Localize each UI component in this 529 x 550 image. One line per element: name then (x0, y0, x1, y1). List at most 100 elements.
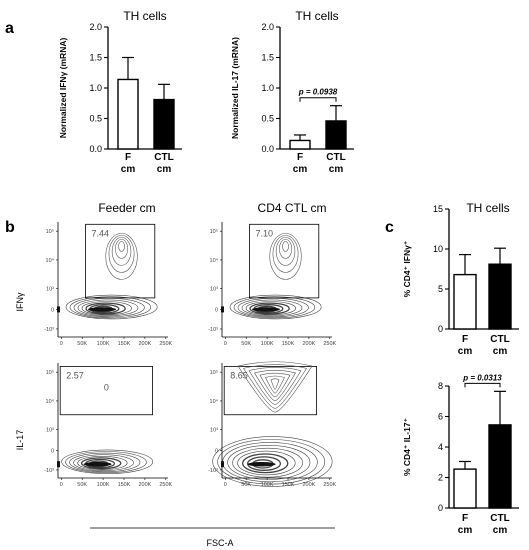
flow-y-tick-label: 10⁵ (210, 369, 218, 376)
positive-contour (115, 239, 129, 259)
flow-x-tick-label: 150K (118, 482, 131, 488)
contour-ring (249, 302, 290, 315)
y-tick-label: 1.5 (261, 53, 274, 63)
gate-box (85, 223, 156, 299)
flow-x-tick-label: 100K (97, 482, 110, 488)
flow-plot: 10⁵ 10⁴ 10³ 0 -10³ 0 50K 100K 150K 200K 250K 8.65 (208, 361, 337, 488)
y-tick-label: 15 (433, 204, 443, 214)
flow-x-tick-label: 50K (241, 341, 251, 347)
flow-y-tick-label: -10³ (208, 468, 218, 474)
panel-letter-b: b (5, 219, 15, 236)
positive-contour (272, 235, 299, 273)
y-tick-label: 6 (438, 412, 443, 422)
contour-ring (241, 453, 289, 474)
flow-x-tick-label: 150K (118, 341, 131, 347)
stray-label: 0 (104, 383, 109, 393)
flow-y-tick-label: 10⁴ (46, 398, 55, 405)
flow-x-tick-label: 100K (261, 482, 274, 488)
contour-ring (232, 447, 303, 478)
flow-x-tick-label: 250K (159, 341, 172, 347)
category-label: F (125, 152, 131, 163)
y-axis-label: % CD4⁺ IFNγ⁺ (402, 241, 412, 298)
flow-x-tick-label: 150K (282, 341, 295, 347)
edge-events (221, 306, 224, 313)
gate-percentage: 7.44 (92, 228, 110, 238)
flow-x-tick-label: 50K (77, 482, 87, 488)
flow-x-tick-label: 0 (60, 482, 63, 488)
significance-bracket (464, 382, 501, 388)
y-tick-label: 0 (438, 503, 443, 513)
category-label: cm (157, 164, 172, 175)
flow-x-tick-label: 100K (261, 341, 274, 347)
category-label: F (462, 334, 468, 345)
chart-title: TH cells (466, 201, 509, 215)
contour-core (83, 462, 112, 467)
gate-box (223, 366, 317, 416)
contour-ring (69, 452, 141, 473)
bar (488, 263, 512, 330)
gate-percentage: 7.10 (256, 228, 274, 238)
contour-ring (237, 450, 296, 476)
flow-y-tick-label: 10⁵ (46, 369, 54, 376)
column-title-ctl: CD4 CTL cm (258, 201, 327, 215)
flow-x-tick-label: 250K (323, 482, 336, 488)
chart-a-il17: TH cells 0.0 0.5 1.0 1.5 2.0 Normalized IL-17 … (230, 9, 354, 175)
y-tick-label: 10 (433, 244, 443, 254)
flow-y-tick-label: 0 (51, 307, 54, 313)
contour-ring (233, 296, 316, 319)
flow-y-tick-label: -10³ (44, 327, 54, 333)
y-tick-label: 0.0 (89, 144, 102, 154)
category-label: CTL (490, 513, 509, 524)
edge-events (57, 461, 60, 468)
flow-y-tick-label: 10⁴ (210, 257, 219, 264)
contour-ring (245, 301, 296, 316)
contour-ring (217, 439, 326, 485)
positive-contour (248, 367, 302, 405)
p-value-label: p = 0.0938 (298, 88, 338, 97)
positive-contour (237, 361, 313, 413)
positive-contour (259, 372, 291, 398)
flow-plot: 10⁵ 10⁴ 10³ 0 -10³ 0 50K 100K 150K 200K 250K 2.57 0 (44, 363, 173, 488)
fsc-axis-label: FSC-A (207, 538, 234, 548)
y-tick-label: 0.5 (89, 114, 102, 124)
y-axis-label: Normalized IL-17 (mRNA) (230, 37, 240, 139)
flow-x-tick-label: 0 (224, 341, 227, 347)
flow-y-tick-label: 10³ (46, 287, 54, 293)
positive-contour (270, 378, 280, 390)
positive-contour (108, 235, 135, 273)
category-label: CTL (490, 334, 509, 345)
p-value-label: p = 0.0313 (462, 373, 502, 382)
flow-x-tick-label: 200K (138, 482, 151, 488)
flow-x-tick-label: 250K (159, 482, 172, 488)
category-label: cm (121, 164, 136, 175)
panel-letter-a: a (5, 20, 14, 37)
y-axis-label: % CD4⁺ IL-17⁺ (402, 418, 412, 476)
row-label-il17: IL-17 (15, 430, 25, 451)
y-tick-label: 2.0 (89, 22, 102, 32)
category-label: F (462, 513, 468, 524)
bar (117, 78, 139, 150)
flow-x-tick-label: 50K (241, 482, 251, 488)
category-label: cm (493, 525, 508, 536)
category-label: cm (293, 164, 308, 175)
bar (488, 424, 512, 509)
contour-core (252, 307, 280, 312)
y-tick-label: 1.0 (89, 83, 102, 93)
contour-core (88, 307, 116, 312)
y-tick-label: 0.0 (261, 144, 274, 154)
gate-percentage: 8.65 (230, 370, 248, 380)
bar (453, 273, 477, 330)
flow-y-tick-label: -10³ (44, 468, 54, 474)
flow-x-tick-label: 0 (60, 341, 63, 347)
positive-contour (254, 370, 296, 402)
flow-x-tick-label: 200K (302, 482, 315, 488)
positive-contour (111, 237, 132, 266)
bar (289, 139, 311, 150)
y-tick-label: 8 (438, 381, 443, 391)
y-tick-label: 0 (438, 324, 443, 334)
row-label-ifng: IFNγ (15, 292, 25, 311)
contour-ring (237, 298, 309, 318)
category-label: CTL (154, 152, 173, 163)
